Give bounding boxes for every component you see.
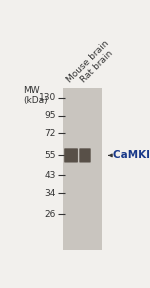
Text: 72: 72 xyxy=(45,129,56,138)
Text: CaMKII beta: CaMKII beta xyxy=(113,150,150,160)
Text: MW
(kDa): MW (kDa) xyxy=(23,86,48,105)
Text: 43: 43 xyxy=(45,171,56,180)
Text: 26: 26 xyxy=(45,210,56,219)
Text: 55: 55 xyxy=(44,151,56,160)
Text: Rat brain: Rat brain xyxy=(79,49,114,84)
Text: 130: 130 xyxy=(39,93,56,102)
Bar xyxy=(63,88,102,250)
FancyBboxPatch shape xyxy=(64,148,78,162)
Text: Mouse brain: Mouse brain xyxy=(65,39,111,84)
FancyBboxPatch shape xyxy=(79,148,91,162)
Text: 95: 95 xyxy=(44,111,56,120)
Text: 34: 34 xyxy=(45,189,56,198)
